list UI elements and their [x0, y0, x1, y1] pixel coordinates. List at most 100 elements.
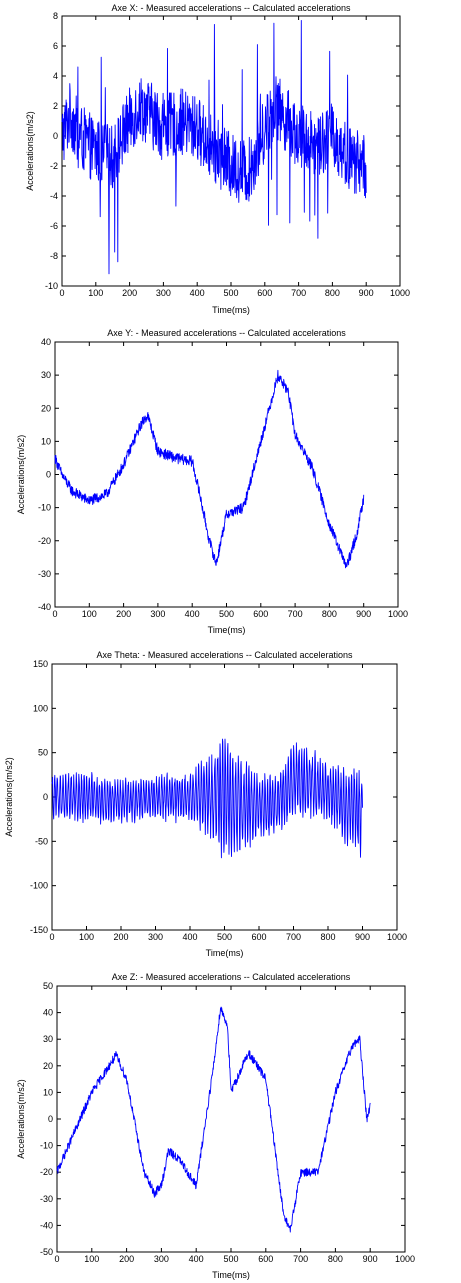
x-tick-label: 300 [148, 932, 163, 942]
chart-axe-x: Axe X: - Measured accelerations -- Calcu… [0, 0, 461, 318]
chart-svg: Axe Theta: - Measured accelerations -- C… [4, 650, 407, 958]
y-tick-label: -10 [45, 281, 58, 291]
x-tick-label: 500 [223, 288, 238, 298]
plot-area [54, 341, 399, 608]
chart-title: Axe X: - Measured accelerations -- Calcu… [111, 3, 351, 13]
x-tick-label: 300 [156, 288, 171, 298]
x-tick-label: 800 [320, 932, 335, 942]
x-tick-label: 1000 [395, 1254, 415, 1264]
x-tick-label: 200 [119, 1254, 134, 1264]
x-axis-label: Time(ms) [208, 625, 246, 635]
x-tick-label: 500 [219, 609, 234, 619]
x-tick-label: 500 [223, 1254, 238, 1264]
x-tick-label: 900 [355, 932, 370, 942]
x-tick-label: 100 [79, 932, 94, 942]
x-tick-label: 0 [59, 288, 64, 298]
y-tick-label: 30 [41, 370, 51, 380]
chart-svg: Axe Y: - Measured accelerations -- Calcu… [16, 328, 408, 635]
y-tick-label: -8 [50, 251, 58, 261]
x-tick-label: 900 [363, 1254, 378, 1264]
x-tick-label: 300 [150, 609, 165, 619]
x-tick-label: 1000 [388, 609, 408, 619]
x-tick-label: 900 [356, 609, 371, 619]
x-tick-label: 200 [122, 288, 137, 298]
x-tick-label: 700 [293, 1254, 308, 1264]
y-tick-label: 50 [43, 981, 53, 991]
x-axis-label: Time(ms) [212, 305, 250, 315]
y-tick-label: -6 [50, 221, 58, 231]
y-tick-label: 8 [53, 11, 58, 21]
chart-svg: Axe X: - Measured accelerations -- Calcu… [25, 3, 410, 315]
y-tick-label: 10 [41, 436, 51, 446]
y-axis-label: Accelerations(m/s2) [25, 111, 35, 191]
x-tick-label: 700 [286, 932, 301, 942]
y-tick-label: 4 [53, 71, 58, 81]
x-tick-label: 0 [52, 609, 57, 619]
series-line [54, 369, 365, 569]
y-tick-label: 20 [41, 403, 51, 413]
y-tick-label: 30 [43, 1034, 53, 1044]
x-tick-label: 0 [54, 1254, 59, 1264]
y-tick-label: -40 [38, 602, 51, 612]
x-tick-label: 800 [325, 288, 340, 298]
y-tick-label: 0 [43, 792, 48, 802]
x-tick-label: 400 [189, 1254, 204, 1264]
chart-axe-theta: Axe Theta: - Measured accelerations -- C… [0, 640, 461, 962]
y-tick-label: 0 [46, 470, 51, 480]
y-tick-label: -4 [50, 191, 58, 201]
x-tick-label: 600 [257, 288, 272, 298]
x-tick-label: 200 [113, 932, 128, 942]
series-line [56, 1006, 371, 1233]
x-tick-label: 100 [84, 1254, 99, 1264]
y-tick-label: 40 [41, 337, 51, 347]
x-tick-label: 200 [116, 609, 131, 619]
y-tick-label: 50 [38, 748, 48, 758]
x-tick-label: 800 [322, 609, 337, 619]
x-tick-label: 1000 [390, 288, 410, 298]
series-line [51, 738, 363, 859]
y-tick-label: 0 [53, 131, 58, 141]
y-tick-label: 2 [53, 101, 58, 111]
chart-title: Axe Z: - Measured accelerations -- Calcu… [112, 972, 351, 982]
x-axis-label: Time(ms) [206, 948, 244, 958]
x-tick-label: 100 [88, 288, 103, 298]
x-tick-label: 900 [359, 288, 374, 298]
y-tick-label: 20 [43, 1061, 53, 1071]
y-tick-label: -100 [30, 881, 48, 891]
y-tick-label: 10 [43, 1087, 53, 1097]
y-tick-label: -50 [40, 1247, 53, 1257]
y-tick-label: 0 [48, 1114, 53, 1124]
y-tick-label: 150 [33, 659, 48, 669]
y-axis-label: Accelerations(m/s2) [4, 757, 14, 837]
chart-title: Axe Theta: - Measured accelerations -- C… [97, 650, 353, 660]
y-tick-label: 40 [43, 1008, 53, 1018]
series-line [61, 20, 367, 275]
x-tick-label: 600 [253, 609, 268, 619]
x-tick-label: 400 [182, 932, 197, 942]
x-tick-label: 700 [291, 288, 306, 298]
y-tick-label: -20 [40, 1167, 53, 1177]
y-tick-label: -2 [50, 161, 58, 171]
plot-area [56, 985, 406, 1253]
x-tick-label: 100 [82, 609, 97, 619]
x-tick-label: 500 [217, 932, 232, 942]
x-tick-label: 1000 [387, 932, 407, 942]
y-tick-label: 6 [53, 41, 58, 51]
x-tick-label: 600 [251, 932, 266, 942]
y-tick-label: -30 [40, 1194, 53, 1204]
y-tick-label: -150 [30, 925, 48, 935]
x-tick-label: 0 [49, 932, 54, 942]
y-axis-label: Accelerations(m/s2) [16, 435, 26, 515]
x-tick-label: 300 [154, 1254, 169, 1264]
y-tick-label: 100 [33, 703, 48, 713]
y-tick-label: -20 [38, 536, 51, 546]
y-axis-label: Accelerations(m/s2) [16, 1079, 26, 1159]
x-tick-label: 700 [288, 609, 303, 619]
x-tick-label: 400 [190, 288, 205, 298]
chart-svg: Axe Z: - Measured accelerations -- Calcu… [16, 972, 415, 1280]
x-tick-label: 800 [328, 1254, 343, 1264]
x-tick-label: 600 [258, 1254, 273, 1264]
chart-title: Axe Y: - Measured accelerations -- Calcu… [107, 328, 346, 338]
y-tick-label: -40 [40, 1220, 53, 1230]
chart-axe-y: Axe Y: - Measured accelerations -- Calcu… [0, 318, 461, 640]
